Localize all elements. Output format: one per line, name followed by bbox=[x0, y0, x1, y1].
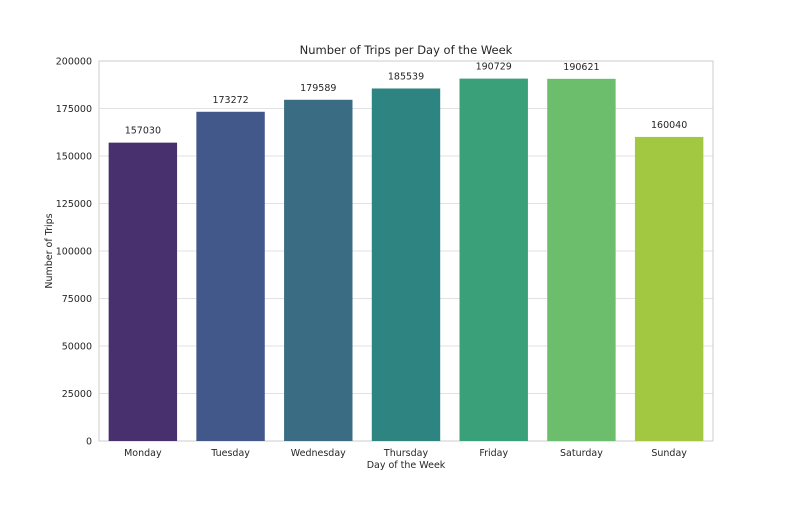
x-axis-label: Day of the Week bbox=[367, 460, 446, 471]
x-tick-label-thursday: Thursday bbox=[383, 448, 429, 459]
x-tick-label-monday: Monday bbox=[124, 448, 162, 459]
data-label-thursday: 185539 bbox=[388, 71, 424, 82]
y-tick-label: 150000 bbox=[56, 152, 92, 163]
data-label-sunday: 160040 bbox=[651, 120, 687, 131]
bar-friday bbox=[459, 78, 528, 441]
y-tick-label: 200000 bbox=[56, 57, 92, 68]
x-tick-label-sunday: Sunday bbox=[651, 448, 687, 459]
data-label-friday: 190729 bbox=[476, 62, 512, 73]
y-tick-label: 25000 bbox=[62, 389, 92, 400]
chart-title: Number of Trips per Day of the Week bbox=[300, 43, 513, 57]
y-axis-ticks: 0 25000 50000 75000 100000 125000 150000 175000… bbox=[56, 57, 92, 448]
x-tick-label-friday: Friday bbox=[479, 448, 508, 459]
bar-thursday bbox=[371, 88, 441, 442]
x-tick-label-saturday: Saturday bbox=[560, 448, 603, 459]
x-tick-label-wednesday: Wednesday bbox=[291, 448, 346, 459]
data-label-saturday: 190621 bbox=[563, 62, 599, 73]
data-labels: 157030 173272 179589 185539 190729 190621 1600… bbox=[125, 62, 688, 137]
y-axis-label: Number of Trips bbox=[44, 213, 55, 288]
bar-wednesday bbox=[284, 99, 353, 442]
data-label-monday: 157030 bbox=[125, 126, 161, 137]
x-axis-ticks: Monday Tuesday Wednesday Thursday Friday Satu… bbox=[124, 448, 687, 459]
bar-saturday bbox=[547, 78, 616, 441]
y-tick-label: 100000 bbox=[56, 247, 92, 258]
bar-tuesday bbox=[196, 111, 265, 441]
data-label-tuesday: 173272 bbox=[212, 95, 248, 106]
y-tick-label: 50000 bbox=[62, 342, 92, 353]
bars bbox=[108, 78, 704, 442]
y-tick-label: 125000 bbox=[56, 199, 92, 210]
y-tick-label: 75000 bbox=[62, 294, 92, 305]
data-label-wednesday: 179589 bbox=[300, 83, 336, 94]
bar-monday bbox=[108, 142, 178, 441]
y-tick-label: 0 bbox=[86, 437, 92, 448]
y-tick-label: 175000 bbox=[56, 104, 92, 115]
bar-sunday bbox=[634, 136, 704, 441]
x-tick-label-tuesday: Tuesday bbox=[210, 448, 250, 459]
